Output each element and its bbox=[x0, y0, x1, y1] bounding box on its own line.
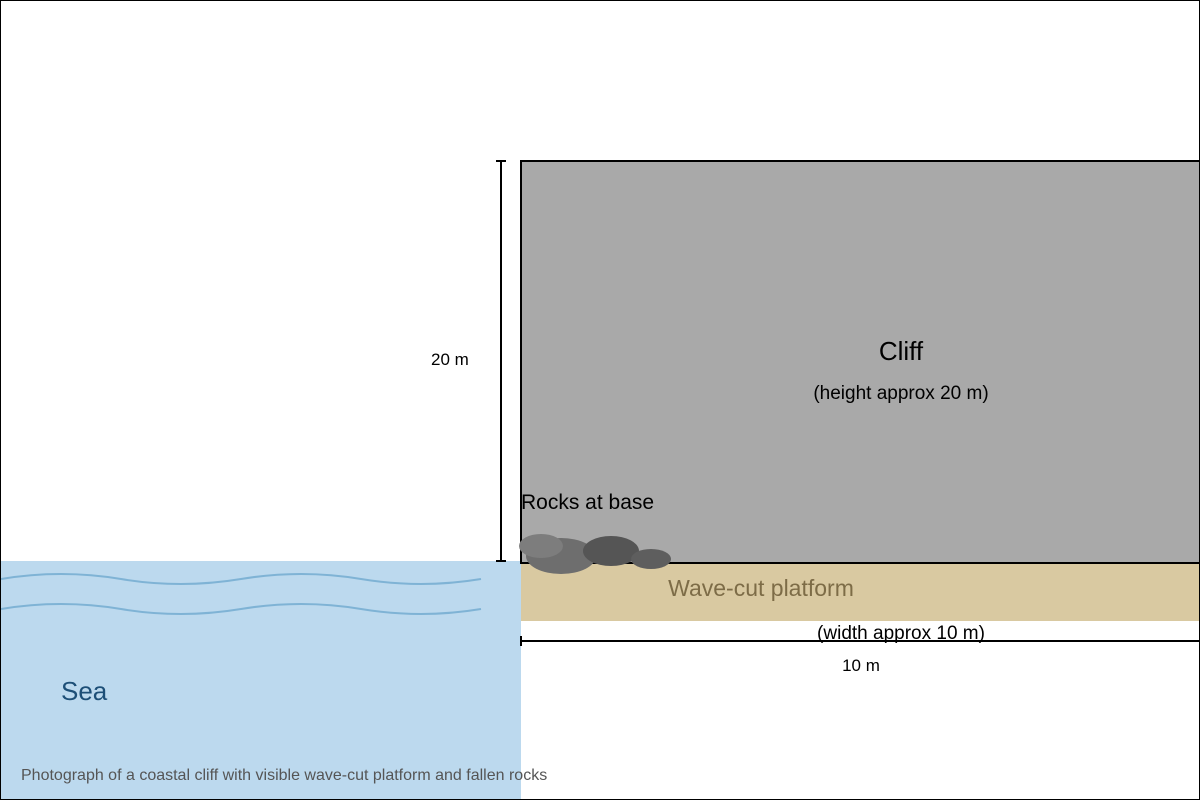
sea-area bbox=[1, 561, 521, 799]
sea-label: Sea bbox=[61, 676, 108, 706]
wave-cut-platform bbox=[521, 561, 1199, 621]
cliff-label: Cliff bbox=[878, 336, 924, 366]
cliff-height-note: (height approx 20 m) bbox=[813, 383, 989, 404]
platform-label: Wave-cut platform bbox=[668, 575, 854, 601]
rocks-label: Rocks at base bbox=[521, 491, 655, 514]
platform-width-note: (width approx 10 m) bbox=[817, 623, 985, 644]
cliff-block bbox=[520, 160, 1199, 564]
height-dimension-label: 20 m bbox=[431, 350, 469, 369]
width-dimension-label: 10 m bbox=[842, 656, 880, 675]
figure-caption: Photograph of a coastal cliff with visib… bbox=[21, 767, 548, 784]
